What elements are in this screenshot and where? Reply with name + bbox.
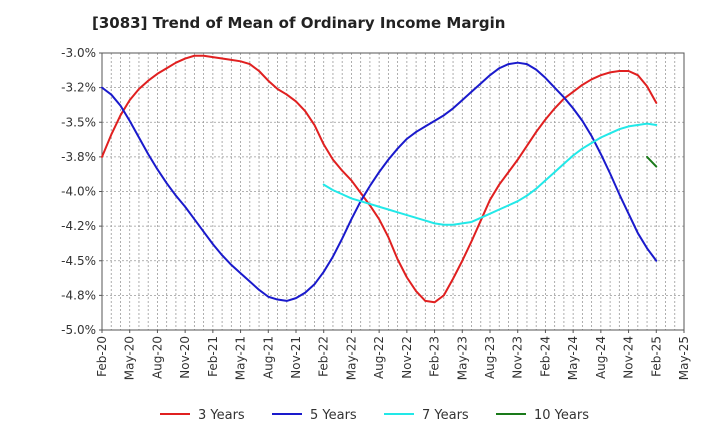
x-tick-label: Feb-22 [317, 336, 331, 377]
y-tick-label: -4.2% [61, 219, 96, 233]
x-tick-label: Aug-20 [150, 336, 164, 379]
legend-label-5-years: 5 Years [310, 408, 357, 423]
x-tick-label: Nov-20 [178, 336, 192, 379]
x-tick-label: Feb-20 [95, 336, 109, 377]
plot-area [102, 53, 684, 330]
y-tick-label: -3.5% [61, 115, 96, 129]
x-tick-label: Aug-21 [261, 336, 275, 379]
series-line-7-years [322, 122, 658, 226]
y-tick-label: -3.0% [61, 46, 96, 60]
y-tick-label: -4.0% [61, 185, 96, 199]
x-tick-label: Nov-24 [622, 336, 636, 379]
y-tick-label: -5.0% [61, 323, 96, 337]
legend-label-10-years: 10 Years [534, 408, 589, 423]
x-tick-label: Nov-23 [511, 336, 525, 379]
x-tick-label: Nov-21 [289, 336, 303, 379]
y-tick-label: -4.8% [61, 288, 96, 302]
x-tick-label: May-23 [455, 336, 469, 380]
y-tick-label: -3.2% [61, 81, 96, 95]
x-tick-label: Nov-22 [400, 336, 414, 379]
series-line-10-years [646, 155, 658, 168]
x-tick-label: Aug-22 [372, 336, 386, 379]
x-tick-label: Feb-21 [206, 336, 220, 377]
x-tick-label: Aug-24 [594, 336, 608, 379]
x-tick-label: May-22 [344, 336, 358, 380]
y-tick-label: -4.5% [61, 254, 96, 268]
x-tick-label: Feb-23 [428, 336, 442, 377]
series-line-5-years [101, 61, 658, 302]
legend-label-3-years: 3 Years [198, 408, 245, 423]
x-tick-label: Feb-24 [538, 336, 552, 377]
x-tick-label: Aug-23 [483, 336, 497, 379]
x-tick-label: May-20 [123, 336, 137, 380]
legend-label-7-years: 7 Years [422, 408, 469, 423]
x-tick-label: May-21 [234, 336, 248, 380]
x-tick-label: May-24 [566, 336, 580, 380]
x-tick-label: Feb-25 [649, 336, 663, 377]
y-tick-label: -3.8% [61, 150, 96, 164]
chart-title: [3083] Trend of Mean of Ordinary Income … [92, 14, 506, 32]
x-tick-label: May-25 [677, 336, 691, 380]
